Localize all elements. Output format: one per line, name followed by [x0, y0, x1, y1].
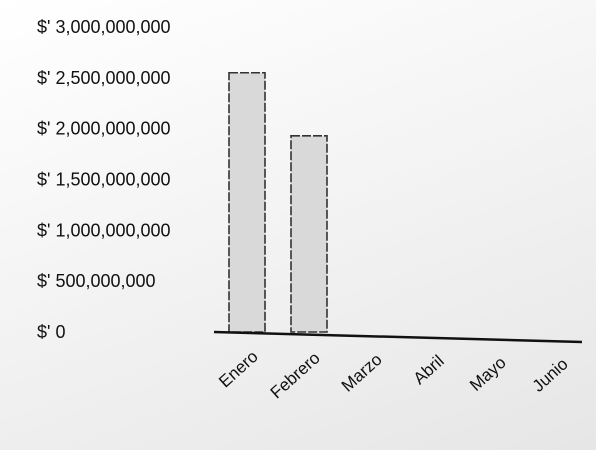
y-tick-label: $' 2,500,000,000 [37, 68, 171, 88]
x-axis-line [213, 330, 583, 344]
y-tick-label: $' 1,000,000,000 [37, 220, 171, 240]
x-axis [213, 330, 583, 344]
x-tick-label: Febrero [267, 348, 324, 402]
x-tick-label: Mayo [466, 353, 510, 395]
x-tick-label: Junio [529, 354, 572, 395]
bar-enero [228, 71, 266, 333]
bars [228, 71, 328, 333]
x-tick-label: Marzo [338, 350, 386, 396]
x-tick-label: Abril [410, 351, 448, 388]
x-tick-label: Enero [215, 347, 261, 391]
y-tick-label: $' 3,000,000,000 [37, 17, 171, 37]
y-axis-ticks: $' 0 $' 500,000,000 $' 1,000,000,000 $' 1,5… [37, 17, 171, 342]
x-axis-labels: Enero Febrero Marzo Abril Mayo Junio [215, 347, 571, 402]
y-tick-label: $' 1,500,000,000 [37, 170, 171, 190]
bar-febrero [290, 134, 328, 333]
y-tick-label: $' 500,000,000 [37, 271, 156, 291]
y-tick-label: $' 2,000,000,000 [37, 119, 171, 139]
y-tick-label: $' 0 [37, 322, 65, 342]
